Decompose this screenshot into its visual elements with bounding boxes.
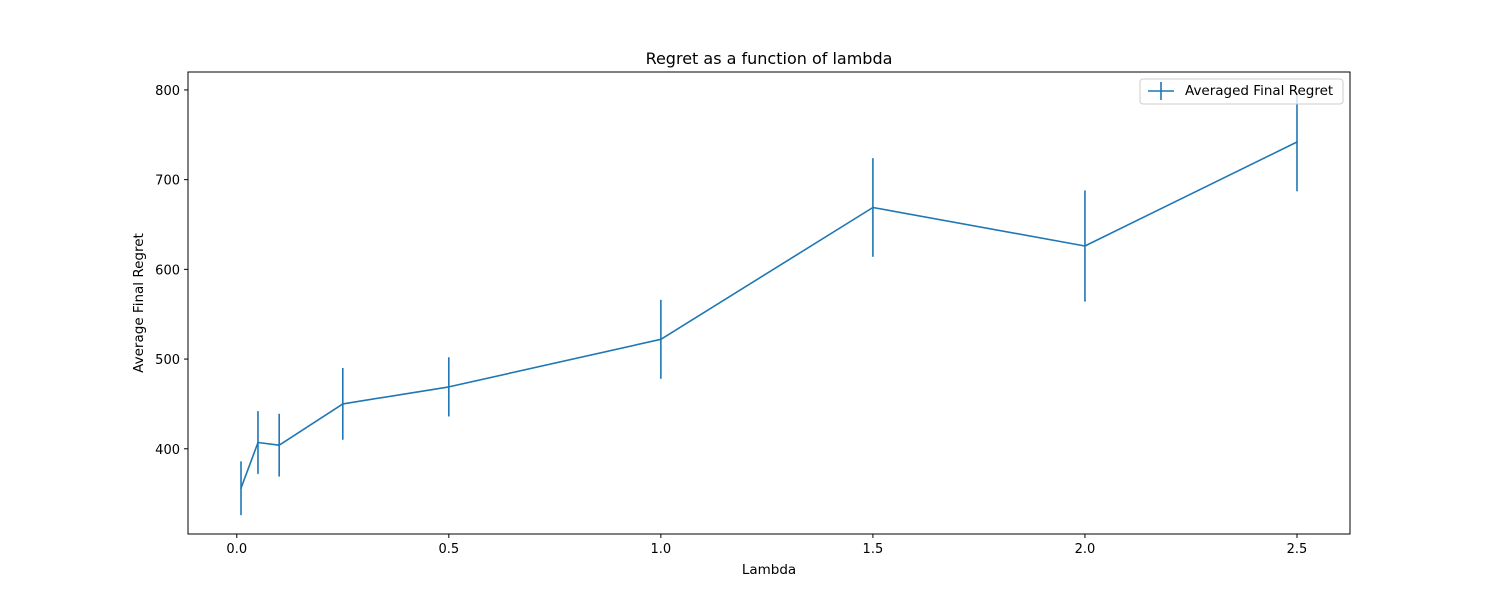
y-axis-label: Average Final Regret xyxy=(131,233,147,373)
plot-frame xyxy=(187,71,1351,535)
data-point xyxy=(448,386,450,388)
data-point xyxy=(257,441,259,444)
data-point xyxy=(660,338,662,341)
y-tick-label: 500 xyxy=(155,353,180,368)
x-tick-label: 2.0 xyxy=(1075,542,1096,557)
legend: Averaged Final Regret xyxy=(1139,78,1344,105)
series-layer xyxy=(240,92,1298,516)
data-point xyxy=(341,403,344,405)
chart-title: Regret as a function of lambda xyxy=(646,49,893,68)
data-point xyxy=(1084,245,1086,247)
x-tick-label: 0.0 xyxy=(226,542,247,557)
x-tick-label: 1.5 xyxy=(863,542,884,557)
data-point xyxy=(278,444,280,446)
y-tick-label: 600 xyxy=(155,263,180,278)
legend-label: Averaged Final Regret xyxy=(1185,83,1333,99)
y-tick-label: 800 xyxy=(155,84,180,99)
x-tick-label: 0.5 xyxy=(438,542,459,557)
data-point xyxy=(1296,141,1298,143)
x-axis-ticks: 0.0 0.5 1.0 1.5 2.0 2.5 xyxy=(226,534,1307,557)
y-tick-label: 400 xyxy=(155,443,180,458)
x-axis-label: Lambda xyxy=(742,562,796,578)
x-tick-label: 1.0 xyxy=(651,542,672,557)
data-point xyxy=(872,206,874,209)
y-tick-label: 700 xyxy=(155,174,180,189)
data-point xyxy=(240,487,242,490)
legend-box xyxy=(1139,78,1344,105)
plot-background xyxy=(188,72,1350,534)
x-tick-label: 2.5 xyxy=(1287,542,1308,557)
y-axis-ticks: 400 500 600 700 800 xyxy=(155,84,188,458)
